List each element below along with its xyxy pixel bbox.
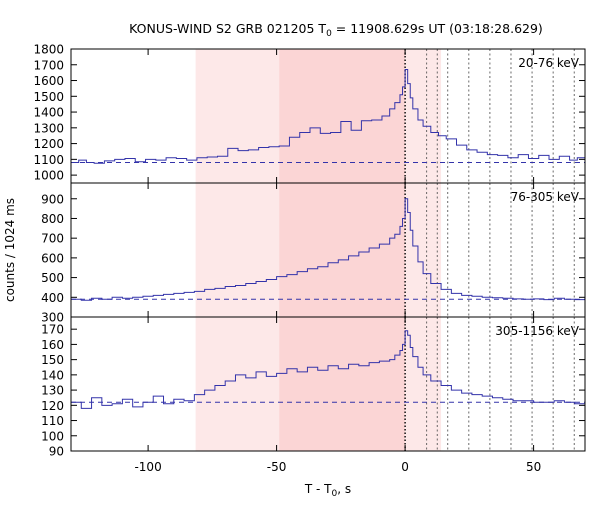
y-tick-label: 700 [41, 232, 64, 246]
y-tick-label: 800 [41, 212, 64, 226]
y-tick-label: 600 [41, 251, 64, 265]
energy-band-label: 20-76 keV [518, 56, 580, 70]
shaded-interval-3 [405, 317, 442, 451]
y-axis-label: counts / 1024 ms [3, 198, 17, 302]
y-tick-label: 1400 [33, 106, 64, 120]
y-tick-label: 120 [41, 399, 64, 413]
chart-title-sub: 0 [326, 29, 332, 39]
y-tick-label: 300 [41, 311, 64, 325]
panel-frame [70, 316, 586, 452]
lightcurve-series [71, 198, 586, 301]
y-tick-label: 500 [41, 271, 64, 285]
y-tick-label: 1800 [33, 43, 64, 57]
x-tick-label: -50 [267, 460, 287, 474]
y-tick-label: 1000 [33, 169, 64, 183]
x-axis-label-prefix: T - T [304, 482, 332, 496]
panel-2: 76-305 keV 300 400 500 600 700 800 900 [41, 182, 586, 325]
plot-layer: 20-76 keV1000110012001300140015001600170… [33, 43, 586, 474]
y-tick-label: 1700 [33, 58, 64, 72]
chart-title: KONUS-WIND S2 GRB 021205 T0 = 11908.629s… [129, 21, 543, 39]
x-axis-label-sub: 0 [332, 489, 338, 499]
shaded-interval-2 [279, 317, 406, 451]
y-tick-label: 130 [41, 384, 64, 398]
x-tick-label: 50 [526, 460, 541, 474]
y-tick-label: 1500 [33, 90, 64, 104]
energy-band-label: 76-305 keV [511, 190, 580, 204]
y-tick-label: 90 [49, 445, 64, 459]
energy-band-label: 305-1156 keV [495, 324, 579, 338]
y-tick-label: 1200 [33, 137, 64, 151]
x-axis-label: T - T0, s [304, 482, 351, 499]
y-tick-label: 1600 [33, 74, 64, 88]
x-tick-label: 0 [401, 460, 409, 474]
y-tick-label: 1100 [33, 153, 64, 167]
shaded-interval-3 [405, 49, 442, 183]
y-tick-label: 140 [41, 368, 64, 382]
y-tick-label: 150 [41, 353, 64, 367]
y-tick-label: 110 [41, 414, 64, 428]
chart-title-prefix: KONUS-WIND S2 GRB 021205 T [129, 21, 326, 36]
shaded-interval-1 [195, 317, 280, 451]
shaded-interval-1 [195, 49, 280, 183]
x-tick-label: -100 [134, 460, 161, 474]
y-tick-label: 100 [41, 429, 64, 443]
y-tick-label: 900 [41, 192, 64, 206]
shaded-interval-2 [279, 183, 406, 317]
shaded-interval-1 [195, 183, 280, 317]
x-axis-label-suffix: , s [337, 482, 351, 496]
y-tick-label: 160 [41, 338, 64, 352]
y-tick-label: 1300 [33, 121, 64, 135]
shaded-interval-3 [405, 183, 442, 317]
chart-title-suffix: = 11908.629s UT (03:18:28.629) [332, 21, 543, 36]
lightcurve-series [71, 68, 586, 164]
y-tick-label: 170 [41, 323, 64, 337]
y-tick-label: 400 [41, 291, 64, 305]
lightcurve-series [71, 330, 586, 409]
